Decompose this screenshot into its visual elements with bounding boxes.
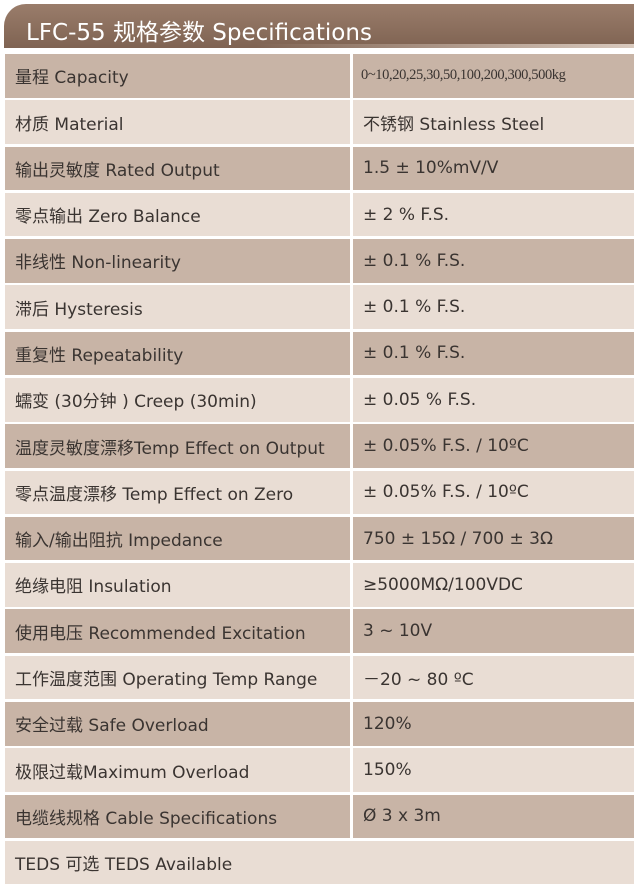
spec-label: 材质 Material bbox=[5, 100, 350, 144]
spec-value: ± 0.1 % F.S. bbox=[353, 331, 634, 376]
spec-row: 温度灵敏度漂移Temp Effect on Output ± 0.05% F.S.… bbox=[5, 424, 634, 468]
spec-label: 零点输出 Zero Balance bbox=[5, 192, 350, 237]
spec-row: 极限过载Maximum Overload 150% bbox=[5, 748, 634, 792]
spec-row: 工作温度范围 Operating Temp Range －20 ~ 80 ºC bbox=[5, 655, 634, 700]
spec-label: 量程 Capacity bbox=[5, 54, 350, 98]
spec-row: 材质 Material 不锈钢 Stainless Steel bbox=[5, 100, 634, 144]
spec-row: 输出灵敏度 Rated Output 1.5 ± 10%mV/V bbox=[5, 146, 634, 191]
spec-row: 量程 Capacity 0~10,20,25,30,50,100,200,300,… bbox=[5, 54, 634, 98]
spec-row: 使用电压 Recommended Excitation 3 ~ 10V bbox=[5, 609, 634, 653]
spec-label: 使用电压 Recommended Excitation bbox=[5, 609, 350, 653]
spec-label: 输入/输出阻抗 Impedance bbox=[5, 516, 350, 561]
spec-row: 零点输出 Zero Balance ± 2 % F.S. bbox=[5, 192, 634, 237]
spec-value: ± 2 % F.S. bbox=[353, 192, 634, 237]
spec-label: 零点温度漂移 Temp Effect on Zero bbox=[5, 470, 350, 515]
spec-row: 零点温度漂移 Temp Effect on Zero ± 0.05% F.S. /… bbox=[5, 470, 634, 515]
spec-value: 750 ± 15Ω / 700 ± 3Ω bbox=[353, 516, 634, 561]
spec-value: 1.5 ± 10%mV/V bbox=[353, 146, 634, 191]
spec-value: ± 0.05 % F.S. bbox=[353, 377, 634, 422]
spec-label: 温度灵敏度漂移Temp Effect on Output bbox=[5, 424, 350, 468]
spec-value: 120% bbox=[353, 701, 634, 746]
spec-value: Ø 3 x 3m bbox=[353, 794, 634, 839]
spec-label: TEDS 可选 TEDS Available bbox=[5, 840, 634, 885]
spec-label: 重复性 Repeatability bbox=[5, 331, 350, 376]
spec-label: 绝缘电阻 Insulation bbox=[5, 563, 350, 607]
header-bar: LFC-55 规格参数 Specifications bbox=[4, 4, 634, 48]
spec-value: 3 ~ 10V bbox=[353, 609, 634, 653]
spec-label: 工作温度范围 Operating Temp Range bbox=[5, 655, 350, 700]
spec-value: 不锈钢 Stainless Steel bbox=[353, 100, 634, 144]
spec-table: 量程 Capacity 0~10,20,25,30,50,100,200,300,… bbox=[5, 54, 634, 887]
spec-value: ± 0.05% F.S. / 10ºC bbox=[353, 470, 634, 515]
spec-value: ≥5000MΩ/100VDC bbox=[353, 563, 634, 607]
title: LFC-55 规格参数 Specifications bbox=[26, 20, 372, 46]
spec-value: －20 ~ 80 ºC bbox=[353, 655, 634, 700]
spec-value: ± 0.1 % F.S. bbox=[353, 285, 634, 329]
spec-row: TEDS 可选 TEDS Available bbox=[5, 840, 634, 885]
spec-label: 输出灵敏度 Rated Output bbox=[5, 146, 350, 191]
spec-value: ± 0.1 % F.S. bbox=[353, 239, 634, 283]
spec-value: 0~10,20,25,30,50,100,200,300,500kg bbox=[353, 54, 634, 98]
spec-label: 蠕变 (30分钟 ) Creep (30min) bbox=[5, 377, 350, 422]
spec-label: 电缆线规格 Cable Specifications bbox=[5, 794, 350, 839]
spec-row: 安全过载 Safe Overload 120% bbox=[5, 701, 634, 746]
spec-label: 安全过载 Safe Overload bbox=[5, 701, 350, 746]
spec-label: 极限过载Maximum Overload bbox=[5, 748, 350, 792]
spec-value: ± 0.05% F.S. / 10ºC bbox=[353, 424, 634, 468]
spec-row: 输入/输出阻抗 Impedance 750 ± 15Ω / 700 ± 3Ω bbox=[5, 516, 634, 561]
spec-label: 滞后 Hysteresis bbox=[5, 285, 350, 329]
spec-row: 重复性 Repeatability ± 0.1 % F.S. bbox=[5, 331, 634, 376]
spec-row: 滞后 Hysteresis ± 0.1 % F.S. bbox=[5, 285, 634, 329]
spec-row: 绝缘电阻 Insulation ≥5000MΩ/100VDC bbox=[5, 563, 634, 607]
spec-label: 非线性 Non-linearity bbox=[5, 239, 350, 283]
spec-value: 150% bbox=[353, 748, 634, 792]
spec-row: 电缆线规格 Cable Specifications Ø 3 x 3m bbox=[5, 794, 634, 839]
spec-row: 非线性 Non-linearity ± 0.1 % F.S. bbox=[5, 239, 634, 283]
spec-row: 蠕变 (30分钟 ) Creep (30min) ± 0.05 % F.S. bbox=[5, 377, 634, 422]
